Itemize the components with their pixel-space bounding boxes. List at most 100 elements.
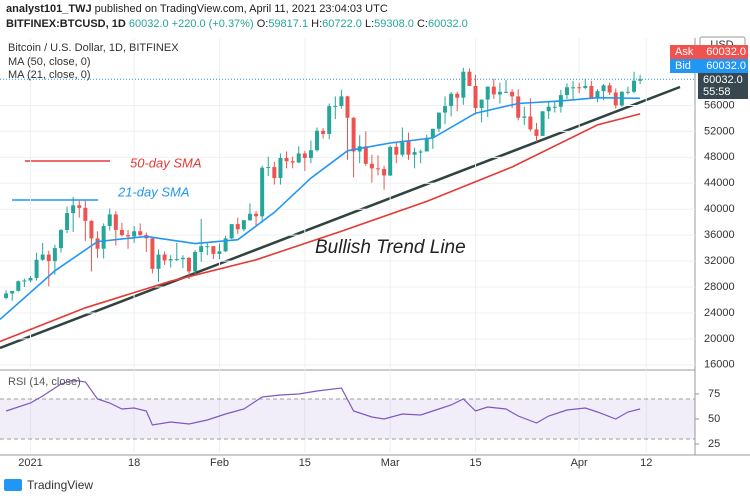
candle-body xyxy=(302,153,307,158)
annotation: Bullish Trend Line xyxy=(315,237,466,258)
candle-body xyxy=(479,99,484,109)
x-tick-label: Apr xyxy=(571,457,588,469)
candle-body xyxy=(126,235,131,237)
last-price: 60032.0 xyxy=(703,74,743,86)
candle-body xyxy=(168,259,173,261)
candle-body xyxy=(28,277,33,281)
candle-body xyxy=(156,254,161,269)
candle-body xyxy=(394,146,399,155)
candle-body xyxy=(400,141,405,155)
x-tick-label: 2021 xyxy=(18,457,42,469)
candle-body xyxy=(40,254,45,260)
x-tick-label: 18 xyxy=(128,457,140,469)
candle-body xyxy=(223,238,228,252)
y-tick-label: 36000 xyxy=(704,229,735,241)
c-label: C: xyxy=(416,18,428,30)
annotation: 50-day SMA xyxy=(130,155,202,170)
candle-body xyxy=(449,93,454,107)
y-tick-label: 25 xyxy=(708,438,720,450)
candle-body xyxy=(461,71,466,98)
candle-body xyxy=(510,91,515,97)
o: 59817.1 xyxy=(268,18,309,30)
bid-label: Bid xyxy=(675,60,691,72)
candle-body xyxy=(339,96,344,107)
candle-body xyxy=(272,167,277,179)
candle-body xyxy=(632,80,637,92)
candle-body xyxy=(351,117,356,152)
candle-body xyxy=(564,87,569,96)
y-tick-label: 24000 xyxy=(704,307,735,319)
ma-line xyxy=(0,113,641,343)
candle-body xyxy=(540,111,545,136)
candle-body xyxy=(406,141,411,155)
candle-body xyxy=(150,238,155,269)
candle-body xyxy=(65,213,70,230)
candle-body xyxy=(174,259,179,261)
header-line: analyst101_TWJ published on TradingView.… xyxy=(6,3,388,15)
candle-body xyxy=(333,106,338,108)
candle-body xyxy=(193,251,198,272)
candle-body xyxy=(613,92,618,106)
ask-label: Ask xyxy=(675,46,694,58)
candle-body xyxy=(199,246,204,252)
l-label: L: xyxy=(364,18,375,30)
y-tick-label: 40000 xyxy=(704,203,735,215)
candle-body xyxy=(589,85,594,99)
candle-body xyxy=(571,87,576,89)
candle-body xyxy=(504,91,509,93)
candle-body xyxy=(34,259,39,278)
candle-body xyxy=(522,116,527,118)
c: 60032.0 xyxy=(427,18,468,30)
candle-body xyxy=(254,213,259,217)
h: 60722.0 xyxy=(322,18,362,30)
candle-body xyxy=(138,231,143,236)
candle-body xyxy=(217,251,222,254)
candle-body xyxy=(95,238,100,249)
candle-body xyxy=(382,168,387,176)
candle-body xyxy=(278,157,283,179)
plot: 2021 18 Feb 15 Mar 15 Apr 12 16000 20000 24000 2800… xyxy=(0,38,735,469)
change: +220.0 (+0.37%) xyxy=(171,18,254,30)
candle-body xyxy=(16,281,21,291)
candle-body xyxy=(638,79,643,81)
candle-body xyxy=(345,96,350,118)
candle-body xyxy=(363,146,368,164)
candle-body xyxy=(388,146,393,176)
candle-body xyxy=(162,254,167,261)
ma-line xyxy=(0,96,641,320)
candle-body xyxy=(308,150,313,158)
candle-body xyxy=(552,106,557,108)
ask-box xyxy=(670,45,748,59)
h-label: H: xyxy=(311,18,323,30)
legend-title: Bitcoin / U.S. Dollar, 1D, BITFINEX xyxy=(8,42,179,54)
candle-body xyxy=(132,231,137,237)
y-tick-label: 16000 xyxy=(704,359,735,371)
candle-body xyxy=(443,106,448,113)
ask: 60032.0 xyxy=(706,46,746,58)
candle-body xyxy=(10,290,15,294)
logo xyxy=(4,479,22,491)
x-tick-label: 12 xyxy=(640,457,652,469)
y-tick-label: 50 xyxy=(708,413,720,425)
candle-body xyxy=(577,87,582,89)
candle-body xyxy=(119,229,124,236)
candle-body xyxy=(528,116,533,130)
candle-body xyxy=(186,257,191,272)
candle-body xyxy=(430,128,435,138)
candle-body xyxy=(375,168,380,170)
candle-body xyxy=(546,106,551,112)
candle-body xyxy=(260,167,265,217)
published: published on TradingView.com, April 11, … xyxy=(94,3,388,15)
candle-body xyxy=(473,85,478,109)
candle-body xyxy=(205,246,210,248)
candle-body xyxy=(58,229,63,249)
candle-body xyxy=(235,224,240,230)
candle-body xyxy=(180,257,185,260)
candle-body xyxy=(607,85,612,93)
y-tick-label: 44000 xyxy=(704,177,735,189)
candle-body xyxy=(241,220,246,230)
annotation: 21-day SMA xyxy=(117,184,190,199)
candle-body xyxy=(455,93,460,98)
countdown: 55:58 xyxy=(703,86,731,98)
